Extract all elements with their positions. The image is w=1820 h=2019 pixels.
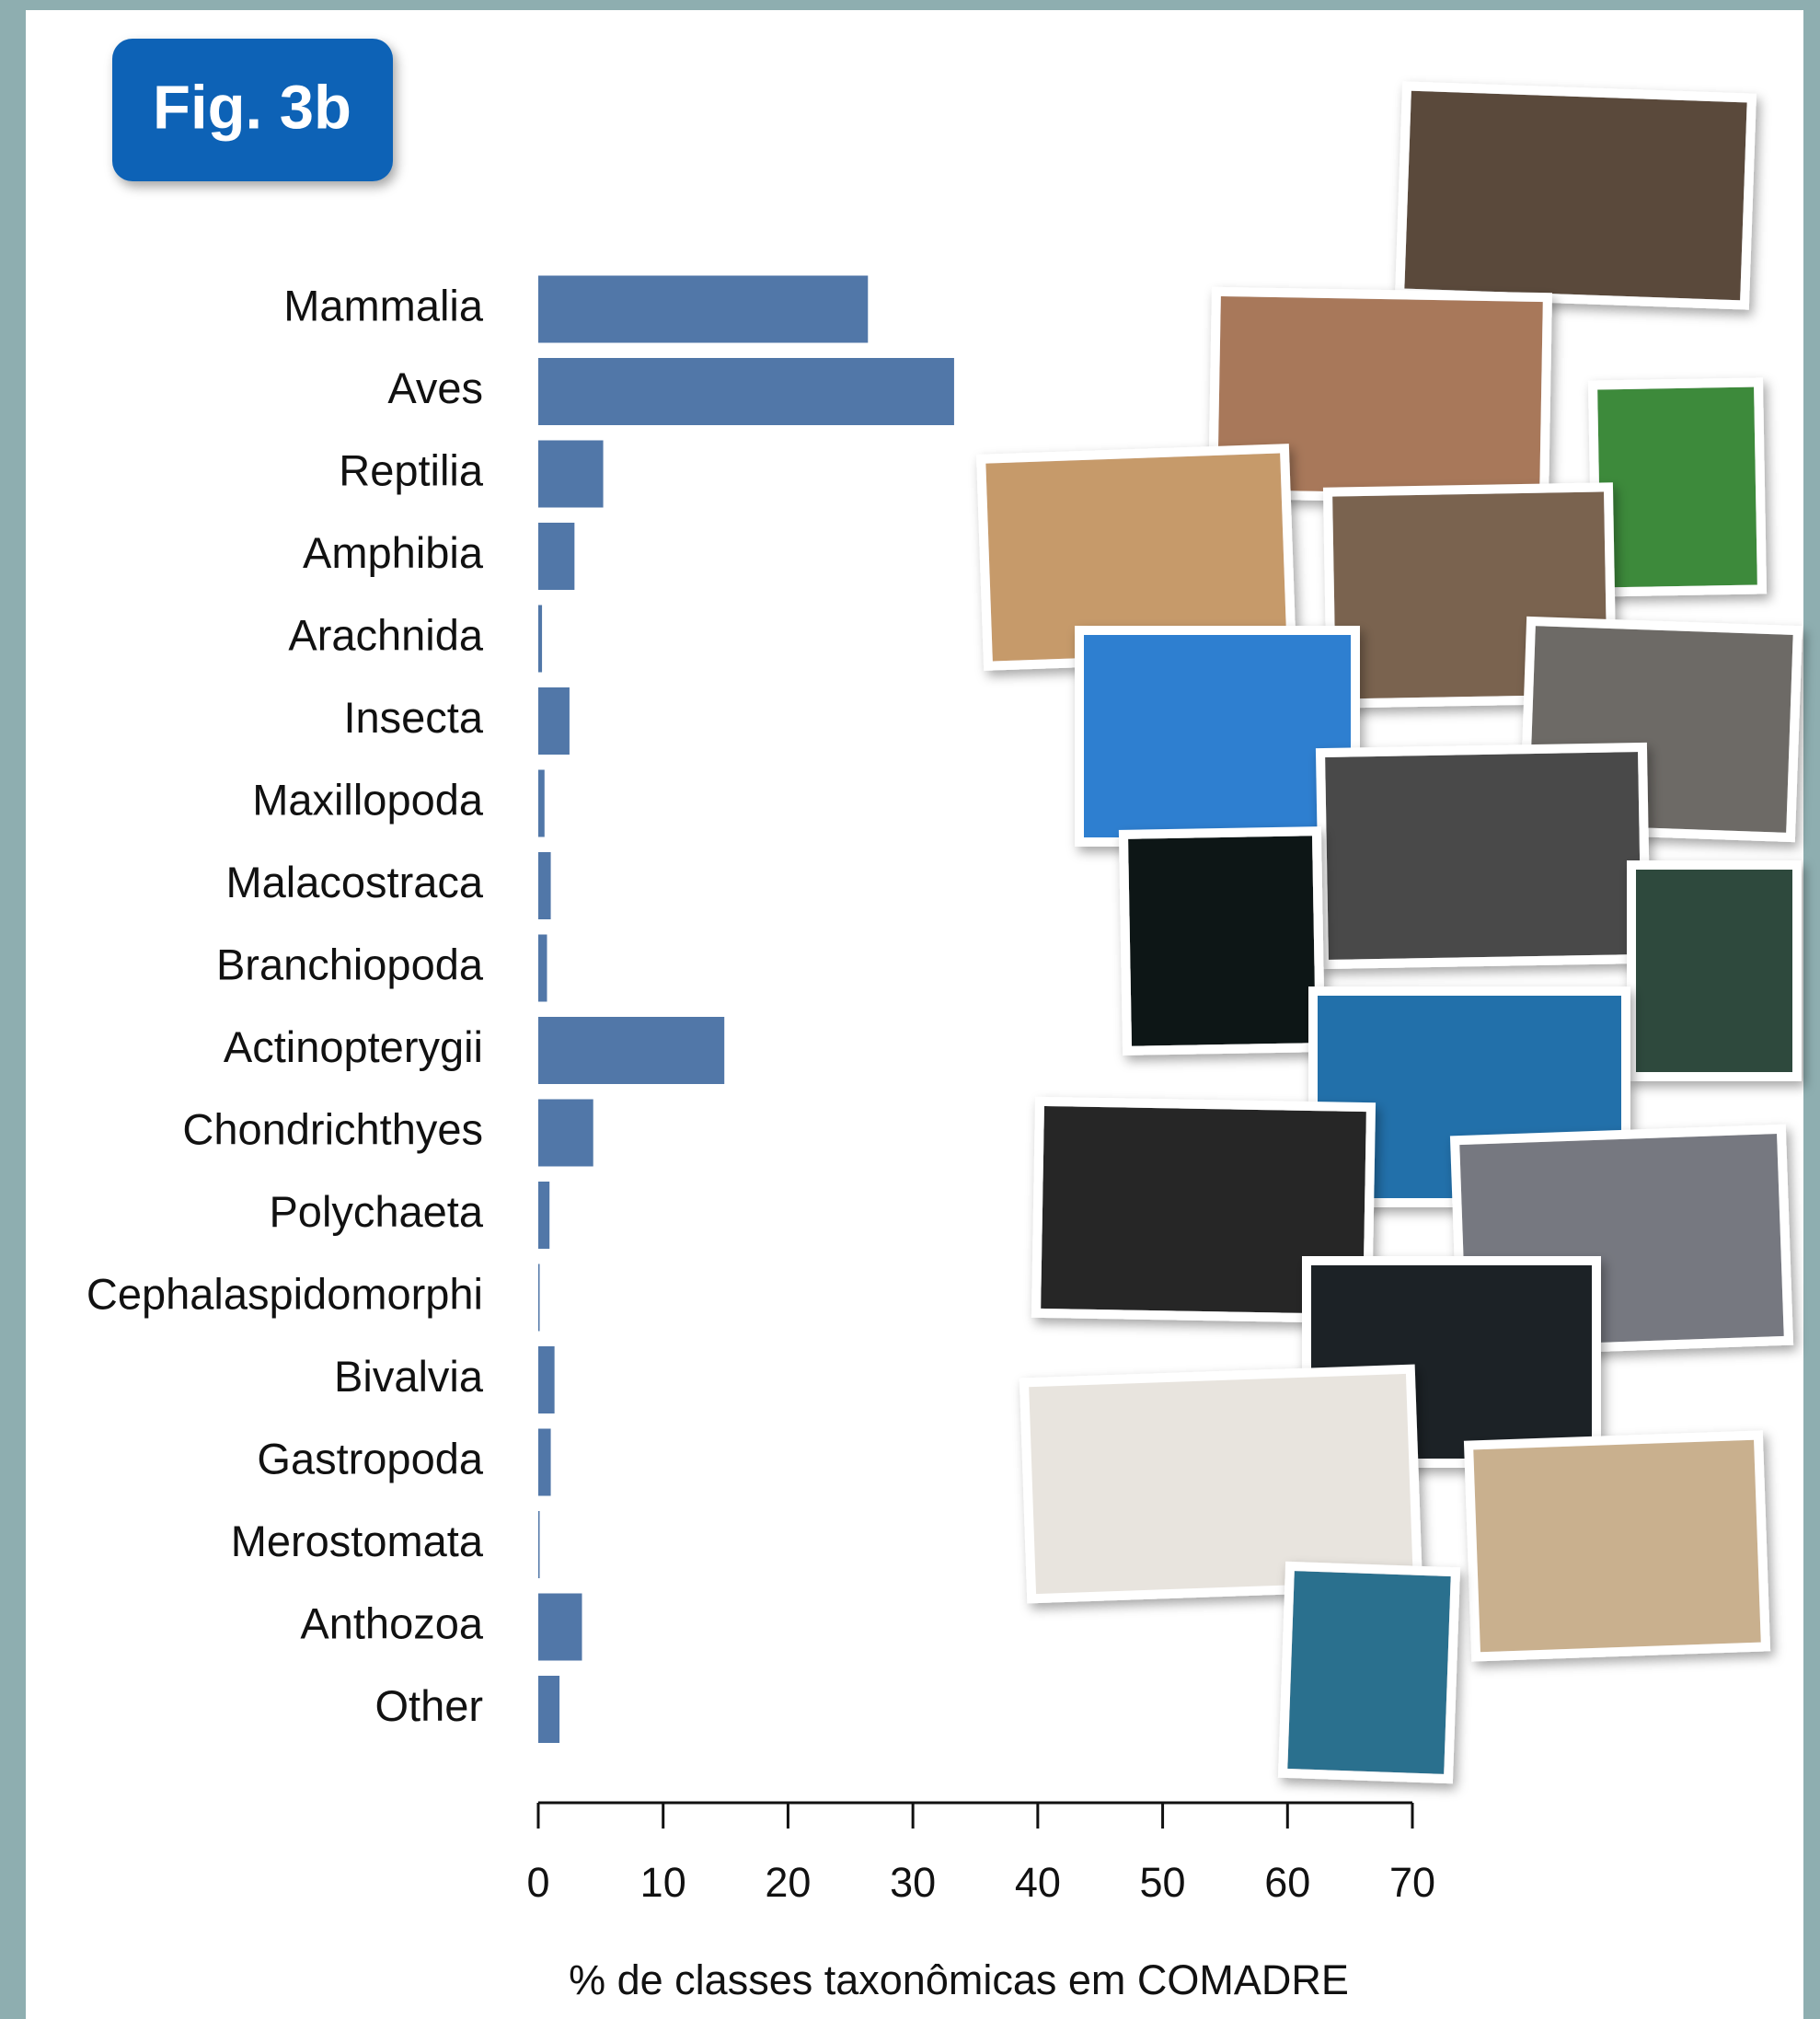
y-tick-label: Reptilia xyxy=(339,445,484,494)
figure-label-box xyxy=(112,39,393,181)
photo-collage xyxy=(976,81,1803,1784)
bar xyxy=(538,852,551,919)
x-tick-label: 10 xyxy=(640,1859,686,1906)
x-tick-label: 50 xyxy=(1140,1859,1186,1906)
photo xyxy=(1277,1561,1461,1784)
x-tick-label: 70 xyxy=(1389,1859,1435,1906)
y-tick-label: Branchiopoda xyxy=(216,940,484,988)
photo-image xyxy=(1636,870,1792,1072)
x-tick-label: 30 xyxy=(890,1859,936,1906)
photo-image xyxy=(1325,752,1641,960)
photo xyxy=(1019,1364,1423,1604)
photo-image xyxy=(1029,1373,1413,1595)
photo xyxy=(1463,1430,1771,1662)
y-tick-label: Insecta xyxy=(343,693,483,742)
bar xyxy=(538,769,545,837)
bar xyxy=(538,1182,550,1249)
bar xyxy=(538,1676,560,1743)
photo xyxy=(1395,81,1757,310)
bar xyxy=(538,1511,540,1578)
y-tick-label: Cephalaspidomorphi xyxy=(86,1269,483,1318)
photo xyxy=(1315,742,1652,970)
bar xyxy=(538,605,543,673)
photo-image xyxy=(1041,1105,1366,1315)
photo xyxy=(1208,286,1552,505)
y-tick-label: Mammalia xyxy=(283,281,484,329)
bar xyxy=(538,358,954,425)
y-tick-label: Polychaeta xyxy=(269,1187,483,1236)
photo-image xyxy=(1597,386,1757,588)
x-tick-label: 60 xyxy=(1264,1859,1310,1906)
photo-image xyxy=(1128,836,1316,1046)
bar xyxy=(538,1346,555,1413)
bar xyxy=(538,1593,582,1661)
y-tick-label: Malacostraca xyxy=(226,858,484,906)
photo-image xyxy=(1473,1439,1761,1653)
y-tick-label: Bivalvia xyxy=(334,1352,484,1401)
x-tick-label: 40 xyxy=(1015,1859,1061,1906)
y-tick-label: Amphibia xyxy=(303,528,484,577)
x-tick-label: 20 xyxy=(765,1859,811,1906)
y-tick-label: Anthozoa xyxy=(300,1598,483,1647)
y-tick-label: Chondrichthyes xyxy=(182,1104,483,1153)
x-tick-label: 0 xyxy=(526,1859,549,1906)
bar xyxy=(538,1099,593,1167)
bar xyxy=(538,687,570,755)
photo xyxy=(1031,1096,1377,1324)
photo-image xyxy=(1287,1571,1451,1774)
y-tick-label: Aves xyxy=(387,363,483,412)
bar xyxy=(538,1428,551,1496)
y-tick-label: Arachnida xyxy=(288,610,483,659)
bar xyxy=(538,440,604,508)
y-tick-label: Maxillopoda xyxy=(252,775,484,824)
y-tick-label: Actinopterygii xyxy=(224,1022,483,1071)
photo xyxy=(1075,626,1360,847)
bar xyxy=(538,1263,540,1332)
bar xyxy=(538,523,575,590)
bar xyxy=(538,275,869,343)
bar xyxy=(538,1017,725,1084)
photo xyxy=(1118,826,1326,1056)
y-tick-label: Merostomata xyxy=(231,1517,484,1565)
x-axis-label: % de classes taxonômicas em COMADRE xyxy=(569,1956,1349,2003)
y-tick-label: Gastropoda xyxy=(257,1434,483,1483)
photo-image xyxy=(1084,635,1351,837)
y-tick-label: Other xyxy=(374,1681,483,1730)
photo-image xyxy=(985,453,1287,662)
bar xyxy=(538,934,547,1002)
photo-image xyxy=(1217,295,1543,496)
photo-image xyxy=(1404,90,1747,301)
photo xyxy=(1587,377,1768,597)
photo xyxy=(976,444,1296,671)
photo xyxy=(1627,860,1802,1081)
figure-label: Fig. 3b xyxy=(153,74,351,143)
